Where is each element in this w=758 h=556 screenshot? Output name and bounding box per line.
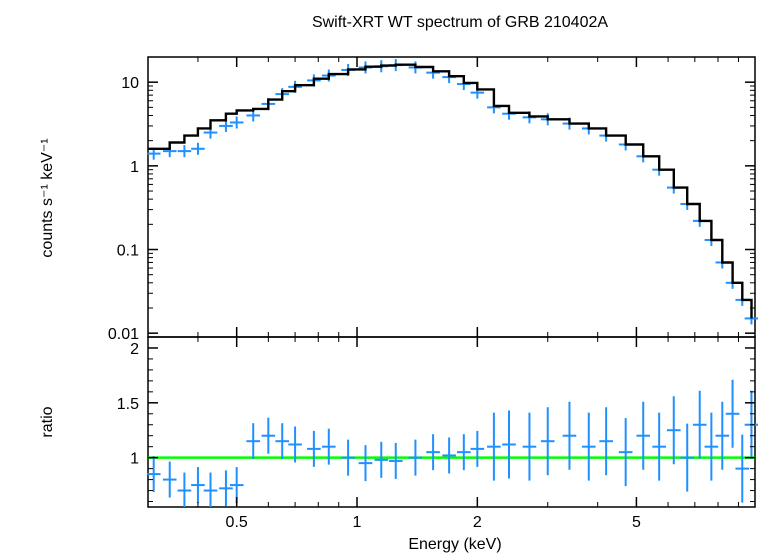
ratio-data-point xyxy=(704,412,719,481)
ratio-data-point xyxy=(680,423,695,492)
ratio-data-point xyxy=(388,442,403,479)
spectrum-y-tick-label: 10 xyxy=(121,75,139,92)
ratio-data-point xyxy=(666,396,681,465)
chart-title: Swift-XRT WT spectrum of GRB 210402A xyxy=(312,14,608,31)
spectrum-y-ticks: 0.01 0.1 1 10 xyxy=(108,56,755,343)
x-tick-label: 1 xyxy=(353,514,362,531)
ratio-data-point xyxy=(715,401,730,470)
ratio-data-point xyxy=(191,467,205,504)
spectrum-x-ticks xyxy=(197,57,739,337)
ratio-data-point xyxy=(246,423,261,460)
ratio-data-point xyxy=(203,472,218,507)
spectrum-y-label: counts s⁻¹ keV⁻¹ xyxy=(39,138,56,257)
ratio-data-point xyxy=(426,434,440,471)
ratio-data-point xyxy=(358,445,373,482)
ratio-data-point xyxy=(275,423,290,460)
spectrum-data-point xyxy=(219,119,233,132)
ratio-data-point xyxy=(502,410,516,479)
ratio-data-point xyxy=(470,430,485,467)
spectrum-y-tick-label: 0.1 xyxy=(117,243,139,260)
ratio-data-point xyxy=(261,417,276,454)
spectrum-y-tick-label: 0.01 xyxy=(108,326,139,343)
ratio-data-point xyxy=(618,418,633,487)
x-axis-label: Energy (keV) xyxy=(408,536,501,553)
spectrum-data-point xyxy=(229,116,244,129)
ratio-data-point xyxy=(374,441,389,478)
spectrum-data xyxy=(146,59,758,325)
ratio-data-point xyxy=(652,412,666,481)
spectrum-data-point xyxy=(177,145,192,158)
ratio-data-point xyxy=(307,430,321,467)
ratio-data-point xyxy=(581,412,596,481)
ratio-y-tick-label: 2 xyxy=(130,341,139,358)
ratio-data-point xyxy=(341,439,355,476)
ratio-data-point xyxy=(442,437,456,474)
ratio-data-point xyxy=(540,407,555,476)
spectrum-frame xyxy=(147,56,756,338)
ratio-frame xyxy=(147,336,756,508)
x-tick-label: 0.5 xyxy=(226,514,248,531)
ratio-data-point xyxy=(321,428,336,465)
ratio-data xyxy=(146,379,758,507)
ratio-data-point xyxy=(522,412,537,481)
ratio-data-point xyxy=(599,407,613,476)
x-tick-label: 2 xyxy=(473,514,482,531)
x-tick-label: 5 xyxy=(632,514,641,531)
ratio-x-ticks: 0.5 1 2 5 xyxy=(197,337,739,531)
spectrum-panel: 0.01 0.1 1 10 counts s⁻¹ keV⁻¹ xyxy=(39,56,758,343)
ratio-data-point xyxy=(219,470,233,507)
ratio-data-point xyxy=(735,434,750,503)
ratio-y-ticks: 11.52 xyxy=(117,341,755,503)
ratio-data-point xyxy=(288,426,302,463)
ratio-data-point xyxy=(408,439,423,476)
ratio-data-point xyxy=(562,401,577,470)
ratio-panel: 11.52 0.5 1 2 5 ratio Energy (keV) xyxy=(39,336,758,553)
ratio-y-tick-label: 1.5 xyxy=(117,396,139,413)
ratio-data-point xyxy=(146,456,161,493)
ratio-data-point xyxy=(725,379,740,448)
ratio-data-point xyxy=(692,390,707,459)
ratio-data-point xyxy=(177,472,192,507)
ratio-data-point xyxy=(487,412,501,481)
spectrum-data-point xyxy=(191,142,205,155)
ratio-data-point xyxy=(162,461,177,498)
spectrum-model-line xyxy=(148,63,753,319)
ratio-data-point xyxy=(636,401,651,470)
spectrum-y-tick-label: 1 xyxy=(130,159,139,176)
ratio-y-label: ratio xyxy=(39,406,56,437)
ratio-y-tick-label: 1 xyxy=(130,451,139,468)
ratio-data-point xyxy=(457,434,471,471)
